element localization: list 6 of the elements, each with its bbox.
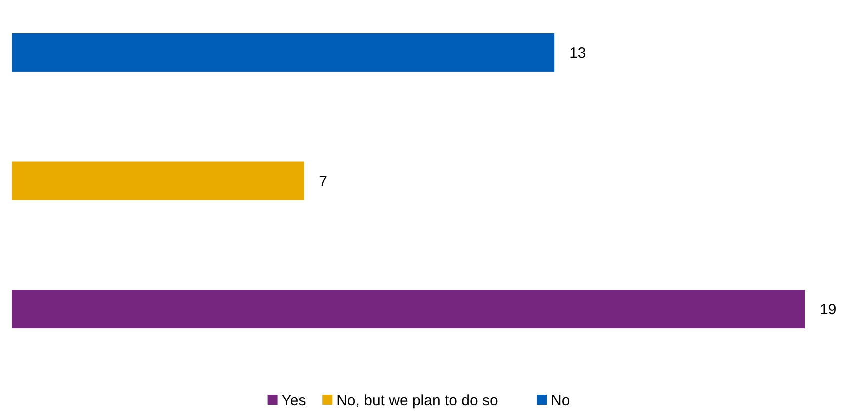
data-label: 13: [570, 44, 586, 62]
data-label: 19: [820, 302, 837, 319]
legend-label: Yes: [282, 392, 306, 410]
data-label: 7: [319, 173, 328, 190]
legend-label: No: [551, 392, 570, 410]
legend-label: No, but we plan to do so: [336, 392, 498, 410]
